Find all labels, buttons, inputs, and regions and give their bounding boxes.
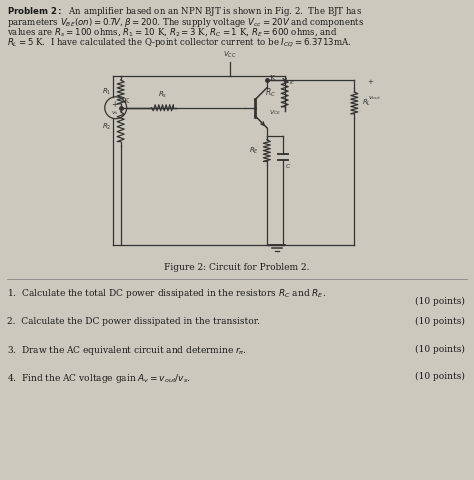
Text: 2.  Calculate the DC power dissipated in the transistor.: 2. Calculate the DC power dissipated in … — [8, 316, 260, 325]
Text: 4.  Find the AC voltage gain $A_v = v_{out}/v_s$.: 4. Find the AC voltage gain $A_v = v_{ou… — [8, 372, 191, 385]
Text: (10 points): (10 points) — [415, 372, 465, 381]
Text: $R_2$: $R_2$ — [102, 121, 111, 132]
Text: $R_C$: $R_C$ — [265, 86, 276, 99]
Text: $V_{CE}$: $V_{CE}$ — [269, 108, 281, 117]
Text: $+$: $+$ — [111, 99, 118, 109]
Text: 1.  Calculate the total DC power dissipated in the resistors $R_C$ and $R_E$.: 1. Calculate the total DC power dissipat… — [8, 287, 327, 300]
Text: Figure 2: Circuit for Problem 2.: Figure 2: Circuit for Problem 2. — [164, 263, 310, 272]
Text: K: K — [270, 74, 275, 82]
Text: $I_C$: $I_C$ — [289, 78, 296, 87]
Text: $R_1$: $R_1$ — [102, 87, 111, 97]
Text: K: K — [124, 97, 129, 105]
Text: values are $R_s = 100$ ohms, $R_1 = 10$ K, $R_2 = 3$ K, $R_C = 1$ K, $R_E = 600$: values are $R_s = 100$ ohms, $R_1 = 10$ … — [8, 26, 338, 38]
Text: parameters $V_{BE}(on) = 0.7V, \beta = 200$. The supply voltage $V_{cc} = 20V$ a: parameters $V_{BE}(on) = 0.7V, \beta = 2… — [8, 16, 365, 29]
Text: $R_s$: $R_s$ — [158, 90, 167, 100]
Text: (10 points): (10 points) — [415, 344, 465, 353]
Text: +: + — [367, 79, 373, 85]
Text: (10 points): (10 points) — [415, 316, 465, 325]
Text: $V_{CC}$: $V_{CC}$ — [223, 50, 237, 60]
Text: $R_E$: $R_E$ — [249, 145, 259, 156]
Text: $R_L = 5$ K.  I have calculated the Q-point collector current to be $I_{CQ} = 6.: $R_L = 5$ K. I have calculated the Q-poi… — [8, 36, 352, 49]
Text: $R_L$: $R_L$ — [362, 98, 372, 108]
Text: $v_s$: $v_s$ — [111, 109, 118, 117]
Text: (10 points): (10 points) — [415, 297, 465, 306]
Text: $C$: $C$ — [285, 162, 291, 170]
Text: $\mathbf{Problem\ 2:}$  An amplifier based on an NPN BJT is shown in Fig. 2.  Th: $\mathbf{Problem\ 2:}$ An amplifier base… — [8, 5, 363, 18]
Text: $v_{out}$: $v_{out}$ — [368, 94, 381, 102]
Text: 3.  Draw the AC equivalent circuit and determine $r_{\pi}$.: 3. Draw the AC equivalent circuit and de… — [8, 344, 247, 358]
